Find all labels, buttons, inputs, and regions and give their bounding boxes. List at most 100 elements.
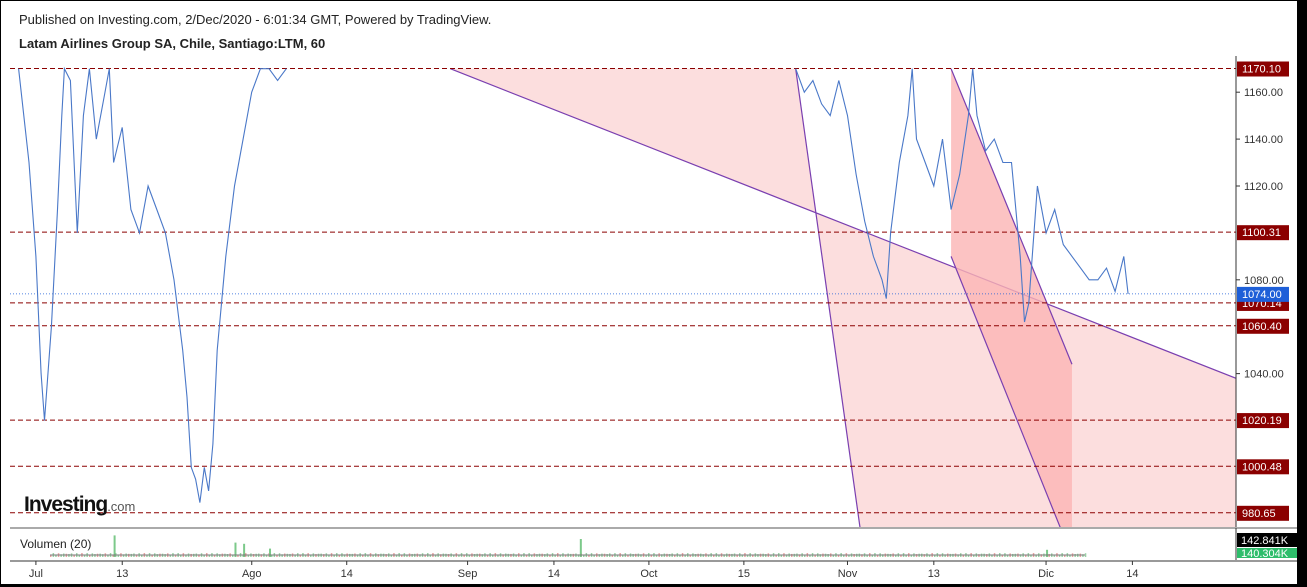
volume-bar (944, 554, 946, 557)
volume-bar (827, 554, 829, 557)
investing-logo: Investing.com (24, 493, 135, 517)
current-price-label: 1074.00 (1242, 289, 1282, 301)
x-tick-label: 13 (116, 568, 128, 580)
volume-bar (905, 555, 907, 557)
volume-bar (107, 554, 109, 557)
volume-bar (996, 555, 998, 557)
channel-lower-line-0 (795, 68, 861, 527)
volume-bar (453, 554, 455, 557)
volume-bar (390, 554, 393, 557)
volume-bar (281, 554, 283, 557)
volume-bar (315, 554, 317, 557)
x-tick-label: Dic (1038, 568, 1054, 580)
x-tick-label: Nov (838, 568, 858, 580)
volume-bar (531, 554, 533, 557)
volume-bar (1064, 555, 1066, 557)
volume-bar (616, 555, 619, 557)
volume-bar (55, 554, 57, 557)
volume-bar (843, 555, 845, 557)
volume-bar (265, 554, 268, 557)
volume-bar (169, 554, 172, 557)
level-badge (1237, 318, 1289, 334)
volume-bar (164, 554, 166, 557)
volume-bar (775, 555, 777, 557)
level-badge-label: 1060.40 (1242, 321, 1282, 333)
volume-spike (243, 543, 246, 557)
volume-bar (837, 555, 840, 557)
volume-bar (770, 554, 772, 557)
level-badge (1237, 413, 1289, 429)
regression-channels (450, 68, 1236, 527)
x-tick-label: Ago (242, 568, 262, 580)
volume-bar (934, 555, 936, 557)
channel-fill-0 (450, 68, 1236, 527)
volume-bar (141, 555, 143, 557)
volume-bar (419, 554, 421, 557)
volume-bar (655, 554, 658, 557)
volume-bar (564, 554, 567, 557)
volume-bar (372, 554, 374, 557)
axes: 1160.00 1140.00 1120.00 1080.00 1040.00 1170.… (10, 56, 1297, 580)
volume-bar (882, 554, 884, 557)
volume-bar (746, 555, 749, 557)
volume-bar (923, 554, 926, 557)
volume-bar (219, 554, 221, 557)
volume-bar (804, 554, 806, 557)
volume-bar (473, 554, 476, 557)
volume-bar (395, 555, 398, 557)
volume-bar (702, 554, 705, 557)
volume-bar (429, 555, 432, 557)
volume-bar (50, 555, 52, 557)
volume-bar (151, 554, 153, 557)
logo-brand: Investing (24, 493, 108, 516)
volume-bar (135, 554, 138, 557)
volume-bar (515, 554, 517, 557)
volume-bar (520, 555, 523, 557)
volume-bar (458, 555, 460, 557)
volume-bar (343, 554, 346, 557)
volume-bar (463, 555, 465, 557)
level-badge-label: 1020.19 (1242, 415, 1282, 427)
y-tick-label: 1040.00 (1244, 369, 1284, 381)
volume-bar (1019, 554, 1022, 557)
volume-bar (694, 554, 697, 557)
price-series (18, 66, 1129, 503)
level-badge (1237, 225, 1289, 241)
x-tick-label: 14 (1126, 568, 1138, 580)
logo-suffix: .com (107, 499, 136, 514)
volume-bar (765, 554, 767, 557)
volume-bar (752, 554, 754, 557)
volume-bar (577, 554, 580, 557)
volume-spike (269, 548, 272, 557)
volume-bar (492, 555, 494, 557)
volume-bar (757, 554, 759, 557)
volume-bar (910, 554, 913, 557)
volume-spike (579, 539, 582, 557)
volume-bar (554, 555, 556, 557)
volume-bar (871, 555, 874, 557)
volume-last-badge (1237, 533, 1297, 547)
volume-bar (814, 554, 816, 557)
volume-bar (213, 554, 216, 557)
volume-bar (598, 554, 601, 557)
volume-bar (1069, 554, 1071, 557)
volume-bar (333, 555, 335, 557)
volume-bar (689, 554, 692, 557)
volume-bar (338, 554, 341, 557)
volume-bar (481, 554, 484, 557)
volume-bar (299, 555, 302, 557)
volume-bar (848, 554, 850, 557)
volume-ma-badge (1237, 548, 1297, 558)
volume-bar (440, 554, 442, 557)
volume-bar (832, 554, 835, 557)
volume-bar (1040, 554, 1043, 557)
volume-bar (502, 554, 504, 557)
level-badge (1237, 61, 1289, 77)
volume-bar (713, 555, 715, 557)
volume-bar (377, 554, 380, 557)
volume-bar (549, 554, 551, 557)
volume-bar (957, 554, 959, 557)
current-price-badge (1237, 286, 1289, 302)
